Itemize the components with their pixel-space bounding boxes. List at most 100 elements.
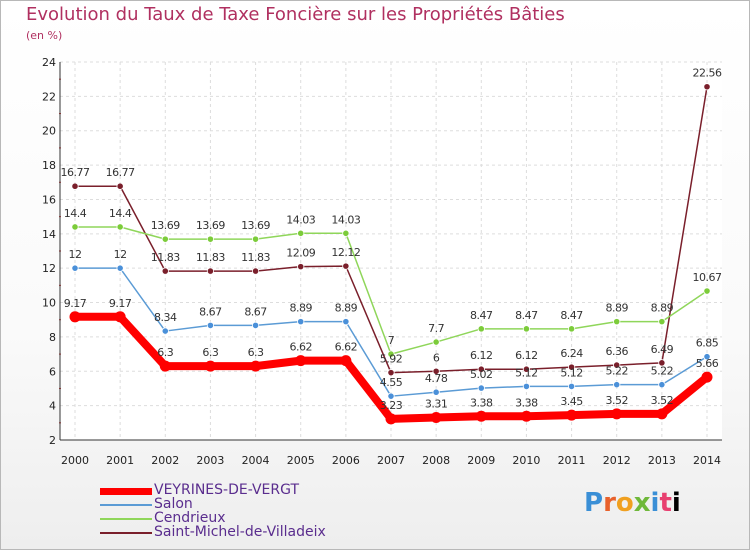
data-point bbox=[206, 235, 215, 243]
data-point bbox=[342, 262, 350, 270]
data-label: 6.24 bbox=[560, 347, 583, 360]
data-label: 4.55 bbox=[380, 376, 403, 389]
data-point bbox=[342, 318, 350, 326]
data-label: 6.62 bbox=[289, 341, 312, 354]
data-label: 22.56 bbox=[693, 67, 722, 80]
x-tick-label: 2002 bbox=[151, 454, 179, 467]
data-label: 3.31 bbox=[425, 397, 448, 410]
data-label: 11.83 bbox=[196, 251, 225, 264]
data-label: 8.47 bbox=[470, 309, 493, 322]
data-point bbox=[566, 409, 578, 421]
data-point bbox=[250, 360, 262, 372]
data-label: 6.3 bbox=[157, 346, 173, 359]
data-point bbox=[477, 325, 485, 333]
data-point bbox=[522, 325, 531, 333]
data-point bbox=[613, 318, 621, 326]
x-tick-label: 2008 bbox=[422, 454, 450, 467]
data-label: 14.03 bbox=[286, 213, 315, 226]
data-point bbox=[520, 410, 532, 422]
data-point bbox=[611, 408, 623, 420]
data-label: 9.17 bbox=[64, 297, 87, 310]
data-label: 9.17 bbox=[109, 297, 132, 310]
data-label: 6.3 bbox=[248, 346, 264, 359]
data-label: 6.85 bbox=[696, 337, 719, 350]
data-point bbox=[432, 338, 440, 346]
chart-title: Evolution du Taux de Taxe Foncière sur l… bbox=[26, 4, 565, 25]
data-point bbox=[342, 229, 350, 237]
x-tick-label: 2011 bbox=[558, 454, 586, 467]
y-tick-label: 12 bbox=[42, 262, 56, 275]
data-point bbox=[161, 327, 169, 335]
data-point bbox=[477, 384, 485, 392]
logo-letter: i bbox=[650, 488, 660, 518]
data-label: 8.67 bbox=[244, 305, 267, 318]
data-label: 8.34 bbox=[154, 311, 177, 324]
data-point bbox=[387, 350, 395, 358]
data-label: 8.47 bbox=[515, 309, 538, 322]
x-tick-label: 2005 bbox=[287, 454, 315, 467]
data-point bbox=[613, 361, 621, 369]
data-point bbox=[477, 365, 485, 373]
data-point bbox=[656, 408, 668, 420]
legend-swatch-saint-michel bbox=[100, 532, 152, 534]
data-label: 3.52 bbox=[605, 394, 628, 407]
data-label: 12.09 bbox=[286, 247, 315, 260]
data-point bbox=[701, 371, 713, 383]
proxiti-logo: Proxiti bbox=[584, 488, 681, 518]
data-point bbox=[161, 235, 169, 243]
y-tick-label: 20 bbox=[42, 125, 56, 138]
y-tick-label: 14 bbox=[42, 228, 56, 241]
x-tick-label: 2004 bbox=[242, 454, 270, 467]
data-label: 8.89 bbox=[335, 302, 358, 315]
data-point bbox=[432, 367, 440, 375]
x-tick-label: 2001 bbox=[106, 454, 134, 467]
y-tick-label: 4 bbox=[49, 400, 56, 413]
data-label: 5.66 bbox=[696, 357, 719, 370]
data-label: 6.36 bbox=[605, 345, 628, 358]
data-point bbox=[295, 355, 307, 367]
data-label: 8.89 bbox=[289, 302, 312, 315]
data-point bbox=[251, 267, 260, 275]
data-point bbox=[71, 223, 79, 231]
data-point bbox=[340, 355, 352, 367]
data-point bbox=[297, 229, 305, 237]
logo-letter: r bbox=[603, 488, 616, 518]
data-label: 5.22 bbox=[651, 365, 674, 378]
data-point bbox=[71, 182, 79, 190]
legend-swatch-cendrieux bbox=[100, 518, 152, 520]
x-tick-label: 2006 bbox=[332, 454, 360, 467]
x-tick-label: 2010 bbox=[512, 454, 540, 467]
data-point bbox=[522, 382, 531, 390]
legend-swatch-salon bbox=[100, 504, 152, 506]
data-label: 6.12 bbox=[470, 349, 493, 362]
data-label: 8.47 bbox=[560, 309, 583, 322]
data-label: 8.89 bbox=[605, 302, 628, 315]
data-point bbox=[204, 360, 216, 372]
data-point bbox=[116, 223, 124, 231]
data-label: 4.78 bbox=[425, 372, 448, 385]
data-label: 6 bbox=[433, 351, 440, 364]
data-label: 13.69 bbox=[196, 219, 225, 232]
data-label: 3.45 bbox=[560, 395, 583, 408]
data-point bbox=[658, 318, 666, 326]
data-point bbox=[116, 264, 124, 272]
legend-swatch-veyrines bbox=[100, 488, 152, 495]
legend-label: Cendrieux bbox=[154, 510, 226, 526]
y-tick-label: 10 bbox=[42, 297, 56, 310]
logo-letter: t bbox=[659, 488, 672, 518]
data-label: 6.62 bbox=[335, 341, 358, 354]
data-label: 7.7 bbox=[428, 322, 444, 335]
data-point bbox=[69, 311, 81, 323]
x-tick-label: 2012 bbox=[603, 454, 631, 467]
data-point bbox=[703, 83, 711, 91]
data-label: 3.23 bbox=[380, 399, 403, 412]
data-label: 14.03 bbox=[331, 213, 360, 226]
data-point bbox=[116, 182, 124, 190]
data-point bbox=[567, 363, 576, 371]
x-tick-label: 2003 bbox=[196, 454, 224, 467]
legend-label: Saint-Michel-de-Villadeix bbox=[154, 524, 326, 540]
y-tick-label: 2 bbox=[49, 434, 56, 447]
y-tick-label: 22 bbox=[42, 90, 56, 103]
data-label: 5.12 bbox=[515, 366, 538, 379]
